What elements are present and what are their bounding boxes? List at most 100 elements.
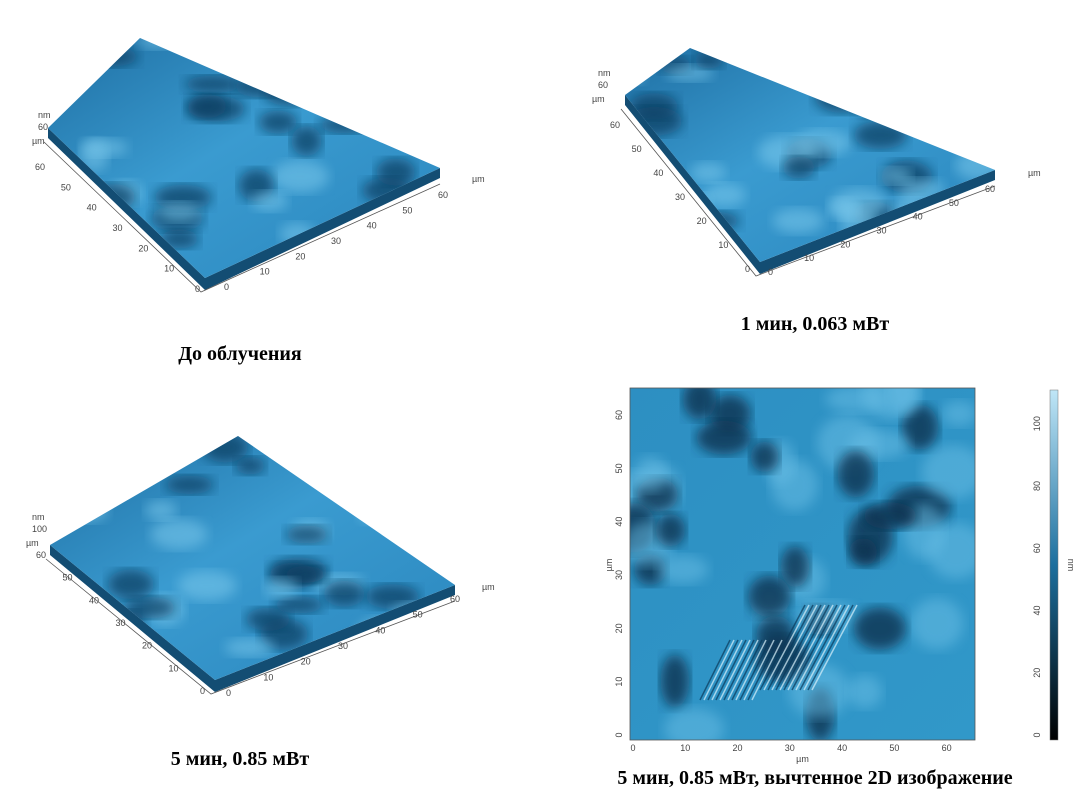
surface-peak bbox=[297, 39, 347, 63]
peak bbox=[848, 675, 882, 708]
surface-pit bbox=[392, 93, 427, 122]
left-tick-label: 20 bbox=[697, 216, 707, 226]
left-tick-label: 60 bbox=[36, 550, 46, 560]
peak bbox=[664, 708, 724, 750]
colorbar-tick-label: 40 bbox=[1032, 605, 1042, 615]
x-tick-label: 50 bbox=[889, 743, 899, 753]
left-unit: µm bbox=[592, 94, 605, 104]
surface-pit bbox=[783, 157, 816, 179]
surface-pit bbox=[382, 636, 432, 661]
pit bbox=[864, 502, 917, 529]
surface-peak bbox=[159, 202, 201, 222]
peak bbox=[887, 370, 919, 414]
surface-pit bbox=[165, 476, 213, 494]
pit bbox=[656, 514, 686, 547]
x-tick-label: 0 bbox=[630, 743, 635, 753]
bottom-tick-label: 20 bbox=[840, 239, 850, 249]
bottom-unit: µm bbox=[472, 174, 485, 184]
y-tick-label: 60 bbox=[614, 410, 624, 420]
peak bbox=[633, 456, 667, 492]
caption: 5 мин, 0.85 мВт, вычтенное 2D изображени… bbox=[617, 767, 1012, 789]
surface-pit bbox=[274, 596, 324, 613]
bottom-tick-label: 20 bbox=[295, 251, 305, 261]
x-tick-label: 10 bbox=[680, 743, 690, 753]
surface-peak bbox=[772, 208, 823, 233]
bottom-tick-label: 50 bbox=[949, 198, 959, 208]
left-tick-label: 40 bbox=[89, 595, 99, 605]
z-unit: nm bbox=[598, 68, 611, 78]
y-tick-label: 10 bbox=[614, 677, 624, 687]
peak bbox=[942, 401, 977, 426]
surface-peak bbox=[940, 68, 975, 101]
bottom-tick-label: 60 bbox=[985, 184, 995, 194]
bottom-tick-label: 40 bbox=[913, 212, 923, 222]
surface-peak bbox=[642, 229, 686, 260]
surface-peak bbox=[264, 578, 298, 598]
pit bbox=[748, 576, 791, 618]
bottom-tick-label: 30 bbox=[338, 641, 348, 651]
left-tick-label: 60 bbox=[35, 162, 45, 172]
pit bbox=[781, 546, 809, 587]
surface-peak bbox=[381, 33, 438, 52]
surface-peak bbox=[605, 68, 646, 84]
surface-pit bbox=[291, 126, 321, 156]
surface-pit bbox=[854, 121, 907, 149]
y-tick-label: 0 bbox=[614, 732, 624, 737]
surface-pit bbox=[972, 53, 1013, 75]
surface-pit bbox=[694, 51, 723, 69]
bottom-unit: µm bbox=[482, 582, 495, 592]
surface-pit bbox=[187, 94, 227, 118]
peak bbox=[825, 386, 887, 413]
left-tick-label: 0 bbox=[200, 686, 205, 696]
left-tick-label: 30 bbox=[115, 618, 125, 628]
colorbar-tick-label: 20 bbox=[1032, 668, 1042, 678]
x-tick-label: 20 bbox=[733, 743, 743, 753]
surface-peak bbox=[411, 255, 463, 279]
left-tick-label: 40 bbox=[653, 168, 663, 178]
pit bbox=[837, 451, 874, 498]
surface-peak bbox=[356, 474, 402, 498]
surface-peak bbox=[881, 167, 912, 184]
surface-peak bbox=[61, 499, 109, 523]
surface-pit bbox=[259, 111, 298, 134]
x-unit: µm bbox=[796, 754, 809, 764]
z-tick-label: 60 bbox=[598, 80, 608, 90]
surface-peak bbox=[637, 230, 691, 257]
bottom-tick-label: 40 bbox=[375, 625, 385, 635]
surface-pit bbox=[428, 474, 477, 498]
y-tick-label: 40 bbox=[614, 517, 624, 527]
surface-peak bbox=[228, 30, 260, 63]
surface-peak bbox=[150, 519, 207, 549]
bottom-tick-label: 60 bbox=[438, 190, 448, 200]
z-unit: nm bbox=[32, 512, 45, 522]
pit bbox=[854, 607, 906, 650]
surface-peak bbox=[961, 206, 996, 226]
left-tick-label: 10 bbox=[168, 663, 178, 673]
surface-peak bbox=[358, 503, 401, 524]
surface-pit bbox=[202, 433, 248, 463]
bottom-tick-label: 0 bbox=[768, 267, 773, 277]
z-tick-label: 60 bbox=[38, 122, 48, 132]
surface-pit bbox=[264, 81, 316, 106]
surface-pit bbox=[235, 457, 265, 474]
surface-pit bbox=[319, 117, 371, 133]
surface-pit bbox=[23, 632, 79, 649]
surface-peak bbox=[795, 130, 851, 156]
surface-peak bbox=[365, 56, 419, 73]
colorbar-unit: nm bbox=[1066, 559, 1076, 572]
surface-peak bbox=[368, 437, 403, 457]
caption: 5 мин, 0.85 мВт bbox=[171, 748, 310, 770]
bottom-tick-label: 0 bbox=[224, 282, 229, 292]
surface-pit bbox=[323, 581, 365, 607]
surface-peak bbox=[367, 236, 423, 268]
surface-pit bbox=[78, 47, 138, 67]
bottom-tick-label: 50 bbox=[413, 610, 423, 620]
figure: 60504030201000102030405060µmnm60µmДо обл… bbox=[0, 0, 1078, 798]
surface-pit bbox=[115, 451, 154, 478]
left-tick-label: 50 bbox=[62, 573, 72, 583]
surface-peak bbox=[690, 162, 726, 182]
surface-pit bbox=[108, 569, 154, 599]
surface-pit bbox=[815, 82, 872, 113]
surface-pit bbox=[338, 467, 392, 495]
surface-peak bbox=[421, 496, 450, 525]
